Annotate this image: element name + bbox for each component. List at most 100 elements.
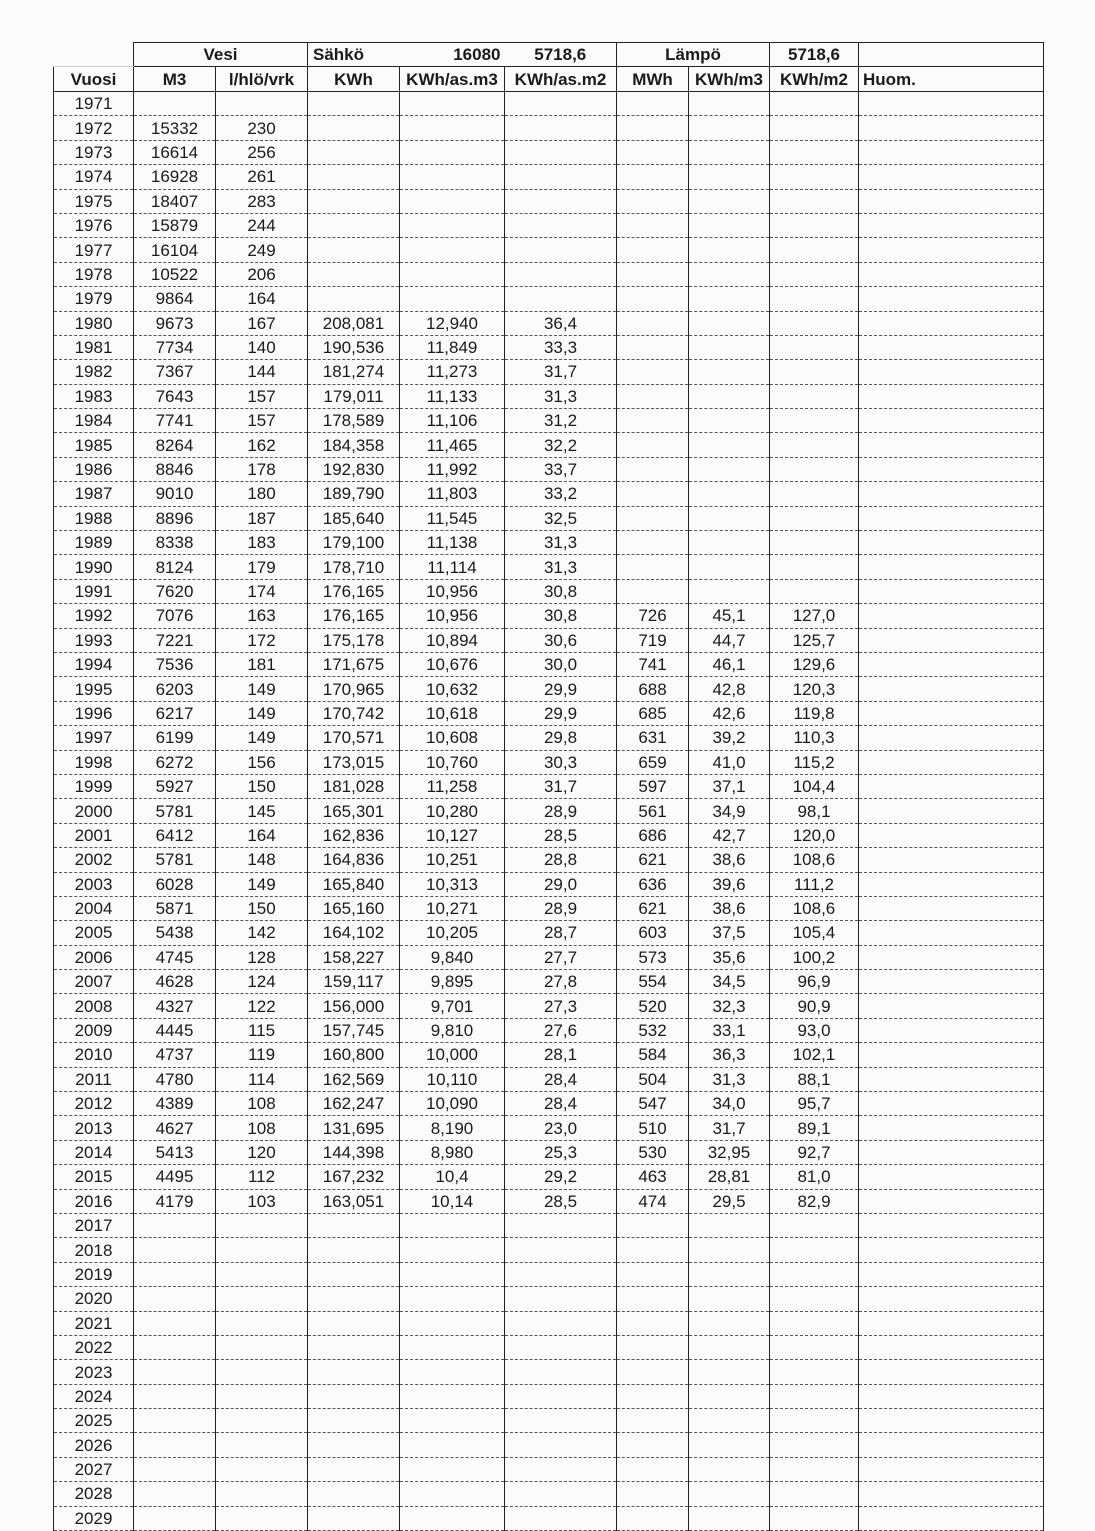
cell-kwh: 170,742 [307, 701, 400, 727]
cell-l-hlo-vrk [215, 91, 308, 117]
cell-kwh-m3 [688, 1286, 770, 1312]
cell-huom [858, 1432, 1044, 1458]
cell-huom [858, 506, 1044, 532]
table-row: 2005 5438 142 164,102 10,205 28,7 603 37,5 105,4 [53, 920, 1044, 946]
cell-kwh-as-m2 [504, 237, 617, 263]
table-row: 2014 5413 120 144,398 8,980 25,3 530 32,95 92,7 [53, 1140, 1044, 1166]
table-row: 2020 [53, 1286, 1044, 1312]
cell-huom [858, 1359, 1044, 1385]
cell-kwh-as-m3: 10,676 [399, 652, 505, 678]
cell-kwh-m2 [769, 579, 859, 605]
table-row: 2002 5781 148 164,836 10,251 28,8 621 38,6 108,6 [53, 847, 1044, 873]
column-header-kwh-as-m2: KWh/as.m2 [504, 66, 617, 92]
cell-kwh-as-m3: 11,114 [399, 554, 505, 580]
cell-kwh-as-m3: 11,465 [399, 432, 505, 458]
column-header-kwh-m2: KWh/m2 [769, 66, 859, 92]
cell-kwh-as-m2 [504, 1481, 617, 1507]
cell-m3: 10522 [133, 262, 216, 288]
cell-kwh: 185,640 [307, 506, 400, 532]
cell-kwh-as-m3: 8,980 [399, 1140, 505, 1166]
cell-kwh [307, 1408, 400, 1434]
cell-kwh-as-m2 [504, 91, 617, 117]
cell-kwh-m3: 31,3 [688, 1067, 770, 1093]
cell-year: 2005 [53, 920, 134, 946]
cell-kwh-as-m2: 27,6 [504, 1018, 617, 1044]
cell-huom [858, 384, 1044, 410]
cell-kwh-m2: 93,0 [769, 1018, 859, 1044]
cell-huom [858, 1457, 1044, 1483]
table-row: 2029 [53, 1506, 1044, 1531]
cell-l-hlo-vrk [215, 1286, 308, 1312]
cell-kwh: 131,695 [307, 1115, 400, 1141]
cell-m3: 7536 [133, 652, 216, 678]
cell-kwh-as-m3: 8,190 [399, 1115, 505, 1141]
table-row: 2008 4327 122 156,000 9,701 27,3 520 32,3 90,9 [53, 993, 1044, 1019]
cell-m3: 5781 [133, 847, 216, 873]
cell-kwh-as-m2: 28,4 [504, 1067, 617, 1093]
cell-huom [858, 1164, 1044, 1190]
cell-m3: 4627 [133, 1115, 216, 1141]
cell-year: 1986 [53, 457, 134, 483]
cell-kwh-as-m2 [504, 115, 617, 141]
cell-kwh: 157,745 [307, 1018, 400, 1044]
cell-kwh-m2 [769, 189, 859, 214]
cell-huom [858, 1189, 1044, 1214]
cell-huom [858, 237, 1044, 263]
cell-kwh-m2 [769, 1286, 859, 1312]
cell-l-hlo-vrk: 163 [215, 603, 308, 629]
cell-year: 2024 [53, 1384, 134, 1410]
cell-l-hlo-vrk: 149 [215, 676, 308, 702]
cell-year: 1976 [53, 213, 134, 239]
cell-l-hlo-vrk: 119 [215, 1042, 308, 1068]
cell-kwh-as-m2 [504, 1262, 617, 1288]
cell-kwh-m2 [769, 1213, 859, 1239]
table-row: 2021 [53, 1311, 1044, 1336]
cell-l-hlo-vrk: 108 [215, 1115, 308, 1141]
table-row: 2004 5871 150 165,160 10,271 28,9 621 38,6 108,6 [53, 896, 1044, 922]
cell-m3: 5871 [133, 896, 216, 922]
column-header-year: Vuosi [53, 66, 134, 92]
cell-kwh-m3 [688, 359, 770, 385]
cell-kwh-as-m3: 11,545 [399, 506, 505, 532]
cell-kwh-as-m3: 11,992 [399, 457, 505, 483]
cell-kwh-m3 [688, 1335, 770, 1361]
column-header-mwh: MWh [616, 66, 689, 92]
cell-kwh-m3 [688, 1506, 770, 1531]
table-row: 1990 8124 179 178,710 11,114 31,3 [53, 554, 1044, 580]
cell-mwh [616, 1432, 689, 1458]
cell-kwh-as-m2 [504, 1335, 617, 1361]
cell-m3: 18407 [133, 189, 216, 214]
cell-kwh-m3: 34,9 [688, 798, 770, 824]
cell-kwh-as-m3: 10,271 [399, 896, 505, 922]
cell-mwh [616, 1481, 689, 1507]
cell-kwh-as-m2: 28,1 [504, 1042, 617, 1068]
table-body: 1971 1972 15332 230 1973 16614 256 1974 16928 261… [53, 91, 1044, 1531]
cell-l-hlo-vrk: 167 [215, 311, 308, 336]
cell-huom [858, 579, 1044, 605]
cell-mwh: 510 [616, 1115, 689, 1141]
cell-kwh-m3 [688, 213, 770, 239]
cell-m3: 5438 [133, 920, 216, 946]
cell-kwh-m3: 34,5 [688, 969, 770, 995]
cell-kwh-m3 [688, 286, 770, 312]
cell-kwh-m2: 98,1 [769, 798, 859, 824]
cell-kwh-m2 [769, 1384, 859, 1410]
table-row: 1995 6203 149 170,965 10,632 29,9 688 42,8 120,3 [53, 676, 1044, 702]
cell-kwh-m3: 39,6 [688, 872, 770, 897]
cell-kwh [307, 213, 400, 239]
cell-l-hlo-vrk: 162 [215, 432, 308, 458]
cell-m3 [133, 1359, 216, 1385]
cell-kwh-m2 [769, 359, 859, 385]
cell-kwh-as-m2: 30,8 [504, 579, 617, 605]
header-sahko-value-1: 16080 [399, 42, 505, 67]
cell-mwh [616, 1384, 689, 1410]
column-header-m3: M3 [133, 66, 216, 92]
cell-m3: 6217 [133, 701, 216, 727]
cell-kwh: 170,571 [307, 725, 400, 751]
cell-mwh: 584 [616, 1042, 689, 1068]
cell-kwh-as-m3 [399, 237, 505, 263]
cell-kwh [307, 1481, 400, 1507]
cell-kwh-as-m2: 28,8 [504, 847, 617, 873]
cell-m3: 4445 [133, 1018, 216, 1044]
cell-kwh-m3 [688, 1384, 770, 1410]
